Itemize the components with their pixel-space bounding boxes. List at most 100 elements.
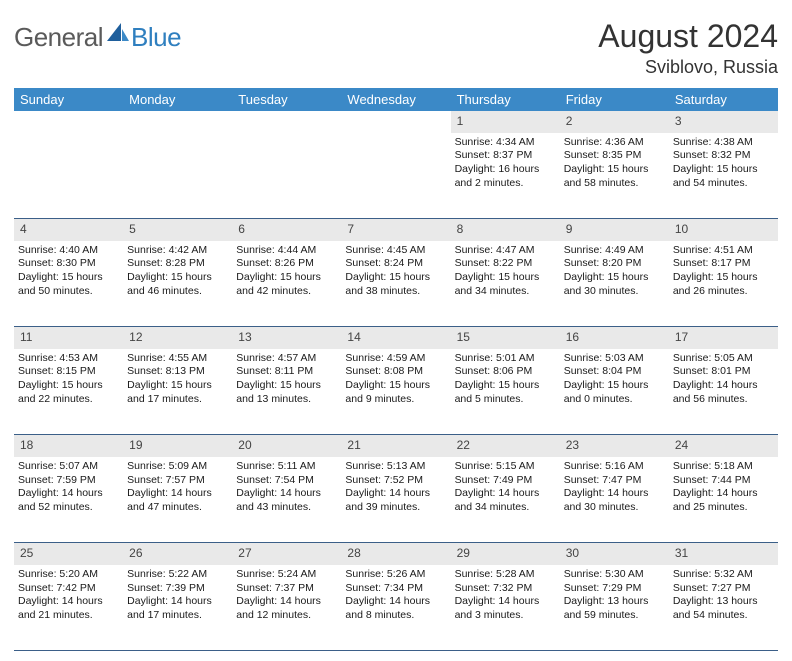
sunset-line: Sunset: 7:27 PM — [673, 582, 774, 596]
daynum-2: 2 — [560, 111, 669, 133]
day-cell-25: Sunrise: 5:20 AMSunset: 7:42 PMDaylight:… — [14, 565, 123, 651]
daylight-line: Daylight: 14 hours and 30 minutes. — [564, 487, 665, 514]
daynum-28: 28 — [341, 543, 450, 565]
weekday-saturday: Saturday — [669, 88, 778, 111]
sunset-line: Sunset: 8:26 PM — [236, 257, 337, 271]
day-cell-16: Sunrise: 5:03 AMSunset: 8:04 PMDaylight:… — [560, 349, 669, 435]
daylight-line: Daylight: 15 hours and 0 minutes. — [564, 379, 665, 406]
daylight-line: Daylight: 14 hours and 47 minutes. — [127, 487, 228, 514]
sunrise-line: Sunrise: 5:20 AM — [18, 568, 119, 582]
sunrise-line: Sunrise: 5:15 AM — [455, 460, 556, 474]
sunset-line: Sunset: 8:35 PM — [564, 149, 665, 163]
daylight-line: Daylight: 14 hours and 21 minutes. — [18, 595, 119, 622]
day-cell-23: Sunrise: 5:16 AMSunset: 7:47 PMDaylight:… — [560, 457, 669, 543]
sunrise-line: Sunrise: 4:55 AM — [127, 352, 228, 366]
daynum-4: 4 — [14, 219, 123, 241]
calendar-page: General Blue August 2024 Sviblovo, Russi… — [0, 0, 792, 661]
sunrise-line: Sunrise: 4:38 AM — [673, 136, 774, 150]
sunrise-line: Sunrise: 5:28 AM — [455, 568, 556, 582]
sunset-line: Sunset: 7:57 PM — [127, 474, 228, 488]
day-cell-19: Sunrise: 5:09 AMSunset: 7:57 PMDaylight:… — [123, 457, 232, 543]
detail-row: Sunrise: 4:34 AMSunset: 8:37 PM Daylight:… — [14, 133, 778, 219]
daylight-line: Daylight: 14 hours and 43 minutes. — [236, 487, 337, 514]
daylight-line: Daylight: 15 hours and 50 minutes. — [18, 271, 119, 298]
day-cell-2: Sunrise: 4:36 AMSunset: 8:35 PMDaylight:… — [560, 133, 669, 219]
daynum-19: 19 — [123, 435, 232, 457]
day-cell-8: Sunrise: 4:47 AMSunset: 8:22 PMDaylight:… — [451, 241, 560, 327]
day-cell-20: Sunrise: 5:11 AMSunset: 7:54 PMDaylight:… — [232, 457, 341, 543]
day-cell-24: Sunrise: 5:18 AMSunset: 7:44 PMDaylight:… — [669, 457, 778, 543]
sunset-line: Sunset: 8:30 PM — [18, 257, 119, 271]
brand-part2: Blue — [131, 22, 181, 53]
daynum-empty — [123, 111, 232, 133]
daylight-line: Daylight: 14 hours and 8 minutes. — [345, 595, 446, 622]
daynum-row: 11121314151617 — [14, 327, 778, 349]
day-cell-15: Sunrise: 5:01 AMSunset: 8:06 PMDaylight:… — [451, 349, 560, 435]
sunset-line: Sunset: 8:15 PM — [18, 365, 119, 379]
daylight-line: Daylight: 14 hours and 3 minutes. — [455, 595, 556, 622]
sunrise-line: Sunrise: 5:01 AM — [455, 352, 556, 366]
day-cell-empty — [232, 133, 341, 219]
sunrise-line: Sunrise: 5:18 AM — [673, 460, 774, 474]
sunset-line: Sunset: 7:49 PM — [455, 474, 556, 488]
daylight-line: Daylight: 15 hours and 26 minutes. — [673, 271, 774, 298]
day-cell-10: Sunrise: 4:51 AMSunset: 8:17 PMDaylight:… — [669, 241, 778, 327]
day-cell-31: Sunrise: 5:32 AMSunset: 7:27 PMDaylight:… — [669, 565, 778, 651]
sunrise-line: Sunrise: 5:30 AM — [564, 568, 665, 582]
sunrise-line: Sunrise: 4:53 AM — [18, 352, 119, 366]
daylight-line: Daylight: 13 hours and 59 minutes. — [564, 595, 665, 622]
daylight-line: Daylight: 15 hours and 30 minutes. — [564, 271, 665, 298]
daylight-line: Daylight: 15 hours and 54 minutes. — [673, 163, 774, 190]
daynum-7: 7 — [341, 219, 450, 241]
day-cell-17: Sunrise: 5:05 AMSunset: 8:01 PMDaylight:… — [669, 349, 778, 435]
sunrise-line: Sunrise: 4:40 AM — [18, 244, 119, 258]
sunrise-line: Sunrise: 5:13 AM — [345, 460, 446, 474]
daynum-3: 3 — [669, 111, 778, 133]
header: General Blue August 2024 Sviblovo, Russi… — [14, 18, 778, 78]
daynum-12: 12 — [123, 327, 232, 349]
sunset-line: Sunset: 8:24 PM — [345, 257, 446, 271]
daylight-line: Daylight: 15 hours and 17 minutes. — [127, 379, 228, 406]
detail-row: Sunrise: 5:07 AMSunset: 7:59 PMDaylight:… — [14, 457, 778, 543]
day-cell-18: Sunrise: 5:07 AMSunset: 7:59 PMDaylight:… — [14, 457, 123, 543]
calendar-head: SundayMondayTuesdayWednesdayThursdayFrid… — [14, 88, 778, 111]
day-cell-21: Sunrise: 5:13 AMSunset: 7:52 PMDaylight:… — [341, 457, 450, 543]
sunset-line: Sunset: 8:11 PM — [236, 365, 337, 379]
day-cell-30: Sunrise: 5:30 AMSunset: 7:29 PMDaylight:… — [560, 565, 669, 651]
sunrise-line: Sunrise: 4:34 AM — [455, 136, 556, 150]
sunset-line: Sunset: 7:47 PM — [564, 474, 665, 488]
sunset-line: Sunset: 8:01 PM — [673, 365, 774, 379]
sunset-line: Sunset: 7:37 PM — [236, 582, 337, 596]
calendar-table: SundayMondayTuesdayWednesdayThursdayFrid… — [14, 88, 778, 651]
daylight-line: Daylight: 13 hours and 54 minutes. — [673, 595, 774, 622]
sunset-line: Sunset: 7:44 PM — [673, 474, 774, 488]
daynum-6: 6 — [232, 219, 341, 241]
daynum-31: 31 — [669, 543, 778, 565]
sunset-line: Sunset: 7:39 PM — [127, 582, 228, 596]
daylight-line: Daylight: 15 hours and 9 minutes. — [345, 379, 446, 406]
daynum-1: 1 — [451, 111, 560, 133]
day-cell-9: Sunrise: 4:49 AMSunset: 8:20 PMDaylight:… — [560, 241, 669, 327]
weekday-tuesday: Tuesday — [232, 88, 341, 111]
title-block: August 2024 Sviblovo, Russia — [598, 18, 778, 78]
daynum-23: 23 — [560, 435, 669, 457]
daynum-row: 25262728293031 — [14, 543, 778, 565]
brand-logo: General Blue — [14, 18, 181, 53]
weekday-row: SundayMondayTuesdayWednesdayThursdayFrid… — [14, 88, 778, 111]
sunrise-line: Sunrise: 5:16 AM — [564, 460, 665, 474]
daynum-empty — [14, 111, 123, 133]
day-cell-6: Sunrise: 4:44 AMSunset: 8:26 PMDaylight:… — [232, 241, 341, 327]
sunset-line: Sunset: 8:37 PM — [455, 149, 556, 163]
sunrise-line: Sunrise: 5:22 AM — [127, 568, 228, 582]
daylight-line: Daylight: 14 hours and 34 minutes. — [455, 487, 556, 514]
daylight-line: Daylight: 14 hours and 56 minutes. — [673, 379, 774, 406]
sunrise-line: Sunrise: 5:07 AM — [18, 460, 119, 474]
daylight-line: Daylight: 15 hours and 34 minutes. — [455, 271, 556, 298]
sunrise-line: Sunrise: 4:59 AM — [345, 352, 446, 366]
daynum-empty — [341, 111, 450, 133]
sunrise-line: Sunrise: 4:42 AM — [127, 244, 228, 258]
day-cell-12: Sunrise: 4:55 AMSunset: 8:13 PMDaylight:… — [123, 349, 232, 435]
daylight-line: Daylight: 15 hours and 58 minutes. — [564, 163, 665, 190]
daynum-20: 20 — [232, 435, 341, 457]
daylight-line: Daylight: 15 hours and 5 minutes. — [455, 379, 556, 406]
